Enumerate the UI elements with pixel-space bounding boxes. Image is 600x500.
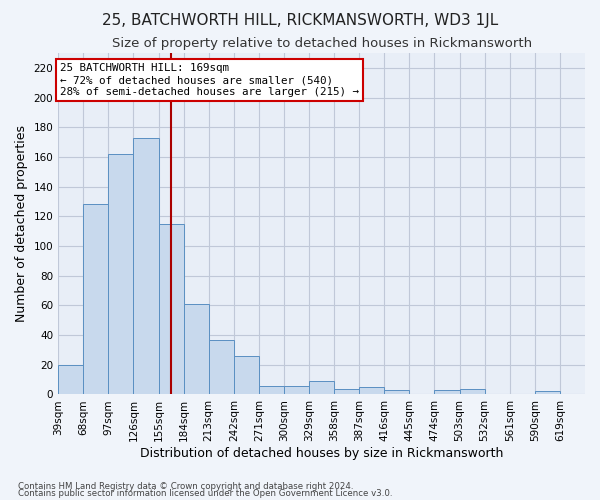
Text: 25 BATCHWORTH HILL: 169sqm
← 72% of detached houses are smaller (540)
28% of sem: 25 BATCHWORTH HILL: 169sqm ← 72% of deta…: [60, 64, 359, 96]
Bar: [334, 388, 359, 394]
Bar: [184, 304, 209, 394]
Title: Size of property relative to detached houses in Rickmansworth: Size of property relative to detached ho…: [112, 38, 532, 51]
Bar: [385, 390, 409, 394]
Bar: [209, 340, 234, 394]
Bar: [284, 386, 309, 394]
Text: Contains public sector information licensed under the Open Government Licence v3: Contains public sector information licen…: [18, 489, 392, 498]
Text: 25, BATCHWORTH HILL, RICKMANSWORTH, WD3 1JL: 25, BATCHWORTH HILL, RICKMANSWORTH, WD3 …: [102, 12, 498, 28]
Bar: [535, 392, 560, 394]
Bar: [58, 365, 83, 394]
Bar: [309, 381, 334, 394]
Bar: [133, 138, 158, 394]
Bar: [259, 386, 284, 394]
Bar: [109, 154, 133, 394]
Bar: [158, 224, 184, 394]
Bar: [234, 356, 259, 395]
Bar: [460, 388, 485, 394]
Bar: [83, 204, 109, 394]
Bar: [359, 387, 385, 394]
Text: Contains HM Land Registry data © Crown copyright and database right 2024.: Contains HM Land Registry data © Crown c…: [18, 482, 353, 491]
Y-axis label: Number of detached properties: Number of detached properties: [15, 126, 28, 322]
X-axis label: Distribution of detached houses by size in Rickmansworth: Distribution of detached houses by size …: [140, 447, 503, 460]
Bar: [434, 390, 460, 394]
